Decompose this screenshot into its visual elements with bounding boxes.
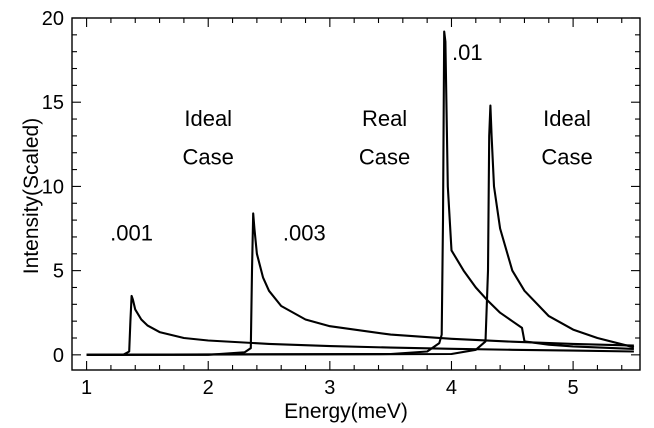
annotation-label: Case (183, 145, 234, 170)
x-tick-label: 5 (568, 377, 579, 399)
annotations: .001 .003 .01 Ideal Case Real Case Ideal Case (110, 40, 593, 245)
y-tick-label: 10 (42, 176, 64, 198)
series-line-1 (86, 294, 634, 356)
ticks (72, 17, 640, 370)
annotation-label: Ideal (184, 106, 232, 131)
x-axis-title: Energy(meV) (284, 400, 408, 423)
annotation-label: Real (362, 106, 407, 131)
annotation-label: Case (541, 145, 592, 170)
series-line-4 (86, 104, 635, 356)
y-axis-title: Intensity(Scaled) (20, 118, 43, 274)
annotation-label: .003 (283, 220, 326, 245)
y-tick-label: 0 (53, 345, 64, 367)
annotation-label: .001 (110, 220, 153, 245)
x-tick-label: 4 (446, 377, 457, 399)
series-line-2 (86, 212, 634, 356)
y-tick-label: 20 (42, 8, 64, 30)
x-tick-label: 2 (203, 377, 214, 399)
x-tick-label: 3 (324, 377, 335, 399)
annotation-label: Ideal (543, 106, 591, 131)
series-line-3 (86, 30, 634, 356)
y-tick-label: 15 (42, 92, 64, 114)
annotation-label: Case (359, 145, 410, 170)
annotation-label: .01 (452, 40, 483, 65)
tick-labels: 1 2 3 4 5 0 5 10 15 20 (42, 8, 579, 399)
plot-frame (71, 17, 641, 371)
curves (86, 30, 635, 356)
x-tick-label: 1 (81, 377, 92, 399)
plot-border (71, 17, 641, 371)
y-tick-label: 5 (53, 261, 64, 283)
